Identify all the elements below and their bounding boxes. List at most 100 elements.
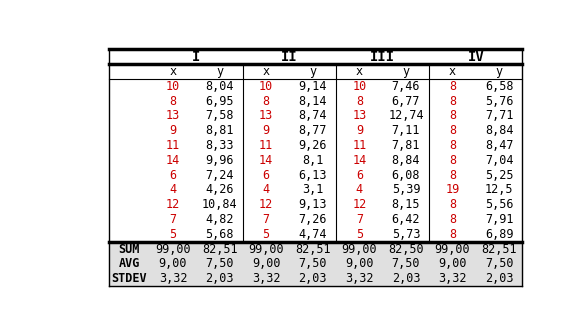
Text: 12,74: 12,74	[388, 109, 424, 122]
Text: 6,13: 6,13	[298, 168, 327, 181]
Text: IV: IV	[468, 50, 484, 64]
Text: 8: 8	[449, 198, 456, 211]
Text: 5: 5	[356, 228, 363, 241]
Text: 8,84: 8,84	[485, 124, 514, 137]
Text: 11: 11	[166, 139, 180, 152]
Text: y: y	[402, 65, 409, 78]
Text: AVG: AVG	[119, 257, 140, 270]
Text: 8,04: 8,04	[205, 80, 234, 93]
Text: 8,84: 8,84	[392, 154, 420, 167]
Text: 9: 9	[356, 124, 363, 137]
Text: STDEV: STDEV	[111, 272, 147, 285]
Text: 8: 8	[262, 95, 270, 108]
Text: 7: 7	[262, 213, 270, 226]
Text: 2,03: 2,03	[392, 272, 420, 285]
Text: 99,00: 99,00	[342, 243, 377, 255]
Text: 8: 8	[356, 95, 363, 108]
Text: 3,32: 3,32	[345, 272, 374, 285]
Text: 7,24: 7,24	[205, 168, 234, 181]
Text: 4: 4	[356, 183, 363, 196]
Text: 8: 8	[170, 95, 177, 108]
Text: 9,14: 9,14	[298, 80, 327, 93]
Text: 13: 13	[352, 109, 367, 122]
Text: 4,26: 4,26	[205, 183, 234, 196]
Text: 10: 10	[166, 80, 180, 93]
Text: II: II	[281, 50, 298, 64]
Text: 6,77: 6,77	[392, 95, 420, 108]
Text: 5,56: 5,56	[485, 198, 514, 211]
Text: 7,50: 7,50	[392, 257, 420, 270]
Text: 8,33: 8,33	[205, 139, 234, 152]
Text: 4: 4	[262, 183, 270, 196]
Text: 2,03: 2,03	[205, 272, 234, 285]
Text: 8: 8	[449, 139, 456, 152]
Text: y: y	[216, 65, 223, 78]
Text: 6: 6	[356, 168, 363, 181]
Text: 4,82: 4,82	[205, 213, 234, 226]
Text: 8,81: 8,81	[205, 124, 234, 137]
Text: I: I	[192, 50, 201, 64]
Text: 3,1: 3,1	[302, 183, 324, 196]
Text: 7,04: 7,04	[485, 154, 514, 167]
Text: 7,58: 7,58	[205, 109, 234, 122]
Text: 7,50: 7,50	[485, 257, 514, 270]
Text: 8,15: 8,15	[392, 198, 420, 211]
Text: 6,58: 6,58	[485, 80, 514, 93]
Text: 5,73: 5,73	[392, 228, 420, 241]
Text: 7,50: 7,50	[298, 257, 327, 270]
Text: 9: 9	[170, 124, 177, 137]
Text: 99,00: 99,00	[155, 243, 191, 255]
Text: x: x	[356, 65, 363, 78]
Text: 14: 14	[352, 154, 367, 167]
Text: 7: 7	[170, 213, 177, 226]
Text: 5,25: 5,25	[485, 168, 514, 181]
Text: 5,39: 5,39	[392, 183, 420, 196]
Text: 8,47: 8,47	[485, 139, 514, 152]
Text: 12: 12	[259, 198, 273, 211]
Text: 4: 4	[170, 183, 177, 196]
Text: 8: 8	[449, 124, 456, 137]
Text: 7,11: 7,11	[392, 124, 420, 137]
Text: 3,32: 3,32	[252, 272, 280, 285]
Text: 14: 14	[166, 154, 180, 167]
Text: x: x	[170, 65, 177, 78]
Text: 13: 13	[259, 109, 273, 122]
Text: 12: 12	[166, 198, 180, 211]
Text: 6,89: 6,89	[485, 228, 514, 241]
Text: 9: 9	[262, 124, 270, 137]
Text: 14: 14	[259, 154, 273, 167]
Text: 8: 8	[449, 154, 456, 167]
Text: 8: 8	[449, 228, 456, 241]
Text: 2,03: 2,03	[298, 272, 327, 285]
Text: y: y	[309, 65, 317, 78]
Text: 5,76: 5,76	[485, 95, 514, 108]
Text: 9,26: 9,26	[298, 139, 327, 152]
Text: 9,96: 9,96	[205, 154, 234, 167]
Text: 8,14: 8,14	[298, 95, 327, 108]
Text: x: x	[449, 65, 456, 78]
Text: 99,00: 99,00	[248, 243, 284, 255]
Text: SUM: SUM	[119, 243, 140, 255]
Text: 9,13: 9,13	[298, 198, 327, 211]
Text: 7,26: 7,26	[298, 213, 327, 226]
Text: 6,95: 6,95	[205, 95, 234, 108]
Text: 6,08: 6,08	[392, 168, 420, 181]
Text: 4,74: 4,74	[298, 228, 327, 241]
Text: 7: 7	[356, 213, 363, 226]
Text: 9,00: 9,00	[438, 257, 467, 270]
Text: y: y	[496, 65, 503, 78]
Text: 3,32: 3,32	[159, 272, 187, 285]
Text: 12,5: 12,5	[485, 183, 514, 196]
Text: 5: 5	[262, 228, 270, 241]
Text: 7,46: 7,46	[392, 80, 420, 93]
Text: 7,71: 7,71	[485, 109, 514, 122]
Text: 7,50: 7,50	[205, 257, 234, 270]
Text: 10,84: 10,84	[202, 198, 237, 211]
Text: 10: 10	[352, 80, 367, 93]
Text: 8: 8	[449, 109, 456, 122]
Text: 8: 8	[449, 95, 456, 108]
Text: 82,51: 82,51	[482, 243, 517, 255]
Text: 8,77: 8,77	[298, 124, 327, 137]
Bar	[109, 242, 522, 286]
Text: 13: 13	[166, 109, 180, 122]
